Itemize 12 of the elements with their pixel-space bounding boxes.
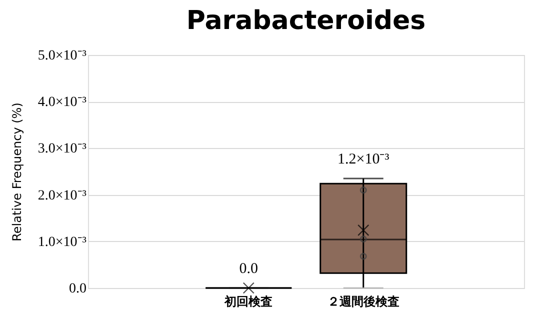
x-tick-label: 初回検査 [224,294,273,308]
text: 1.2×10⁻³ [338,151,390,168]
y-axis-title: Relative Frequency (%) [10,102,24,242]
chart-title: Parabacteroides [186,6,426,36]
x-tick-label: ２週間後検査 [327,294,400,308]
y-tick-label: 3.0×10⁻³ [38,142,86,157]
y-tick-label: 1.0×10⁻³ [38,234,86,250]
y-tick-label: 5.0×10⁻³ [38,48,86,64]
y-tick-label: 4.0×10⁻³ [38,95,86,110]
text: 0.0 [239,261,258,277]
y-tick-label: 0.0 [69,282,86,296]
y-tick-label: 2.0×10⁻³ [38,188,86,204]
